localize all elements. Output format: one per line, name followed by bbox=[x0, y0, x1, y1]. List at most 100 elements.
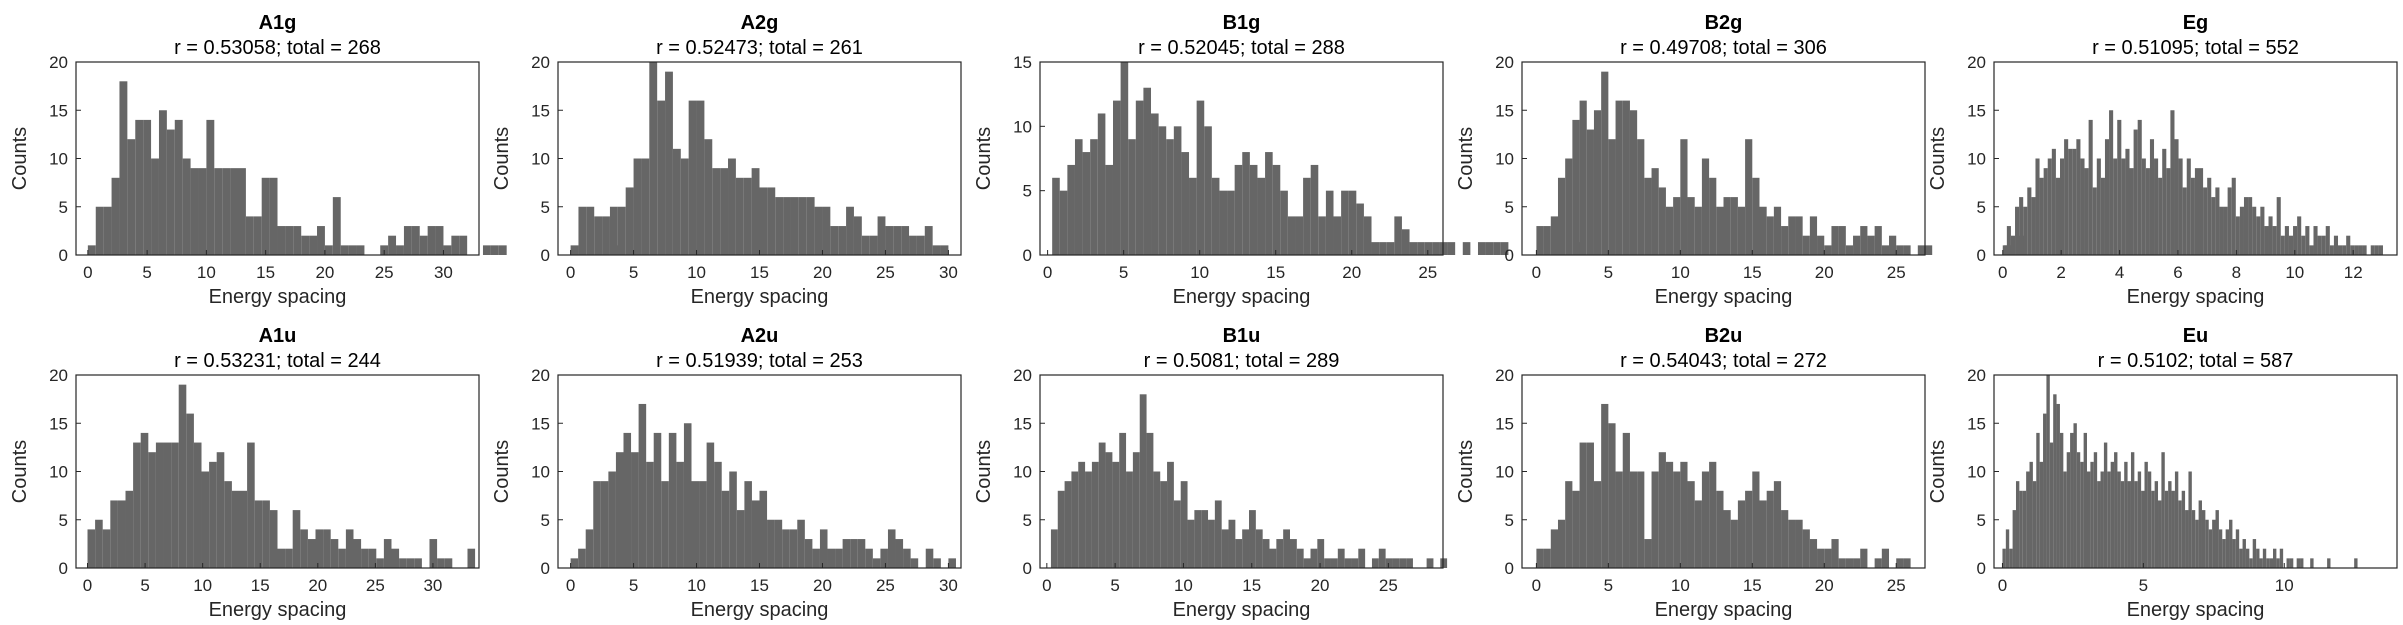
histogram-bar bbox=[1795, 216, 1803, 255]
histogram-bar bbox=[2232, 539, 2236, 568]
panel-eu: 0 5 10 15 20 0 5 10 Eu r = 0.5102; total = 587 Ene… bbox=[1927, 325, 2398, 621]
histogram-bar bbox=[1262, 539, 1270, 568]
histogram-bar bbox=[2035, 158, 2040, 255]
histogram-bar bbox=[300, 529, 308, 568]
histogram-bar bbox=[110, 500, 118, 568]
histogram-bar bbox=[1694, 500, 1702, 568]
histogram-bar bbox=[895, 539, 904, 568]
panel-title: B1g bbox=[1223, 12, 1261, 34]
histogram-bar bbox=[340, 245, 349, 255]
histogram-bar bbox=[2103, 442, 2108, 568]
histogram-bar bbox=[1500, 242, 1509, 255]
y-tick-label: 5 bbox=[1505, 198, 1514, 217]
histogram-bar bbox=[924, 226, 933, 255]
histogram-bar bbox=[2026, 471, 2030, 568]
histogram-bar bbox=[174, 119, 183, 256]
histogram-bar bbox=[388, 235, 397, 255]
histogram-bar bbox=[1358, 548, 1366, 568]
histogram-bar bbox=[2064, 139, 2069, 255]
histogram-bar bbox=[467, 548, 476, 568]
histogram-bars bbox=[1536, 71, 2026, 256]
histogram-bar bbox=[683, 423, 692, 568]
histogram-bar bbox=[391, 548, 400, 568]
y-tick-label: 20 bbox=[1495, 366, 1514, 385]
histogram-bar bbox=[435, 226, 444, 255]
histogram-bar bbox=[95, 519, 103, 568]
histogram-bar bbox=[135, 119, 144, 256]
histogram-bar bbox=[186, 413, 194, 568]
y-tick-label: 15 bbox=[49, 101, 68, 120]
histogram-bar bbox=[903, 548, 911, 568]
histogram-bar bbox=[1629, 110, 1638, 255]
histogram-bar bbox=[1687, 197, 1695, 255]
histogram-bar bbox=[885, 226, 894, 255]
histogram-bar bbox=[307, 539, 316, 568]
histogram-bar bbox=[1716, 490, 1724, 568]
panel-b1u: 0 5 10 15 20 0 5 10 15 20 25 B1u r = 0.5081; total =… bbox=[973, 325, 1448, 621]
histogram-bar bbox=[1249, 510, 1256, 568]
y-tick-label: 5 bbox=[1977, 511, 1986, 530]
panel-title: A1g bbox=[259, 12, 297, 34]
histogram-bar bbox=[2195, 519, 2199, 568]
histogram-bar bbox=[277, 226, 286, 255]
histogram-bar bbox=[1853, 558, 1861, 568]
y-tick-label: 0 bbox=[1505, 559, 1514, 578]
histogram-bar bbox=[2378, 245, 2383, 255]
histogram-bar bbox=[2266, 558, 2270, 568]
histogram-bar bbox=[751, 500, 760, 568]
x-tick-label: 2 bbox=[2056, 263, 2065, 282]
histogram-bar bbox=[2284, 226, 2289, 255]
histogram-bar bbox=[1160, 481, 1168, 568]
histogram-bar bbox=[1146, 432, 1154, 568]
histogram-bar bbox=[1255, 529, 1263, 568]
histogram-bar bbox=[2211, 197, 2216, 255]
y-tick-label: 0 bbox=[1023, 559, 1032, 578]
histogram-bar bbox=[444, 558, 453, 568]
histogram-bar bbox=[872, 558, 881, 568]
histogram-bar bbox=[2027, 187, 2032, 255]
x-tick-label: 5 bbox=[2139, 576, 2148, 595]
histogram-bar bbox=[657, 100, 666, 255]
histogram-bar bbox=[178, 384, 187, 568]
histogram-bar bbox=[2178, 500, 2182, 568]
x-tick-label: 25 bbox=[876, 576, 895, 595]
histogram-bar bbox=[1493, 242, 1501, 255]
histogram-bar bbox=[222, 168, 231, 255]
histogram-bar bbox=[578, 206, 587, 255]
histogram-bar bbox=[2182, 187, 2187, 255]
histogram-bar bbox=[736, 510, 745, 568]
histogram-bar bbox=[2046, 375, 2050, 568]
panel-subtitle: r = 0.53058; total = 268 bbox=[174, 37, 381, 59]
y-tick-label: 5 bbox=[1977, 198, 1986, 217]
x-axis-label: Energy spacing bbox=[1655, 286, 1793, 308]
histogram-bar bbox=[782, 529, 790, 568]
histogram-bar bbox=[103, 206, 112, 255]
histogram-bar bbox=[345, 529, 354, 568]
histogram-bar bbox=[1586, 442, 1594, 568]
histogram-bar bbox=[1303, 558, 1311, 568]
histogram-bar bbox=[2166, 168, 2171, 255]
histogram-bar bbox=[1824, 548, 1832, 568]
y-tick-label: 0 bbox=[59, 246, 68, 265]
histogram-bar bbox=[1629, 471, 1638, 568]
histogram-bar bbox=[1447, 242, 1456, 255]
histogram-bar bbox=[1409, 242, 1418, 255]
histogram-bar bbox=[1781, 226, 1789, 255]
histogram-bar bbox=[1290, 539, 1297, 568]
x-tick-label: 5 bbox=[1119, 263, 1128, 282]
histogram-bar bbox=[759, 490, 768, 568]
x-tick-label: 15 bbox=[1242, 576, 1261, 595]
histogram-bar bbox=[1269, 548, 1277, 568]
histogram-bar bbox=[2208, 529, 2213, 568]
histogram-bar bbox=[2022, 490, 2027, 568]
histogram-bar bbox=[1737, 500, 1746, 568]
histogram-bar bbox=[2185, 510, 2189, 568]
histogram-bar bbox=[1067, 164, 1075, 255]
histogram-bar bbox=[2325, 226, 2330, 255]
histogram-bar bbox=[1586, 129, 1594, 255]
histogram-bars bbox=[1052, 62, 1585, 255]
x-tick-label: 10 bbox=[2285, 263, 2304, 282]
x-axis-label: Energy spacing bbox=[691, 286, 829, 308]
histogram-bar bbox=[1572, 490, 1580, 568]
panel-subtitle: r = 0.51939; total = 253 bbox=[656, 350, 863, 372]
